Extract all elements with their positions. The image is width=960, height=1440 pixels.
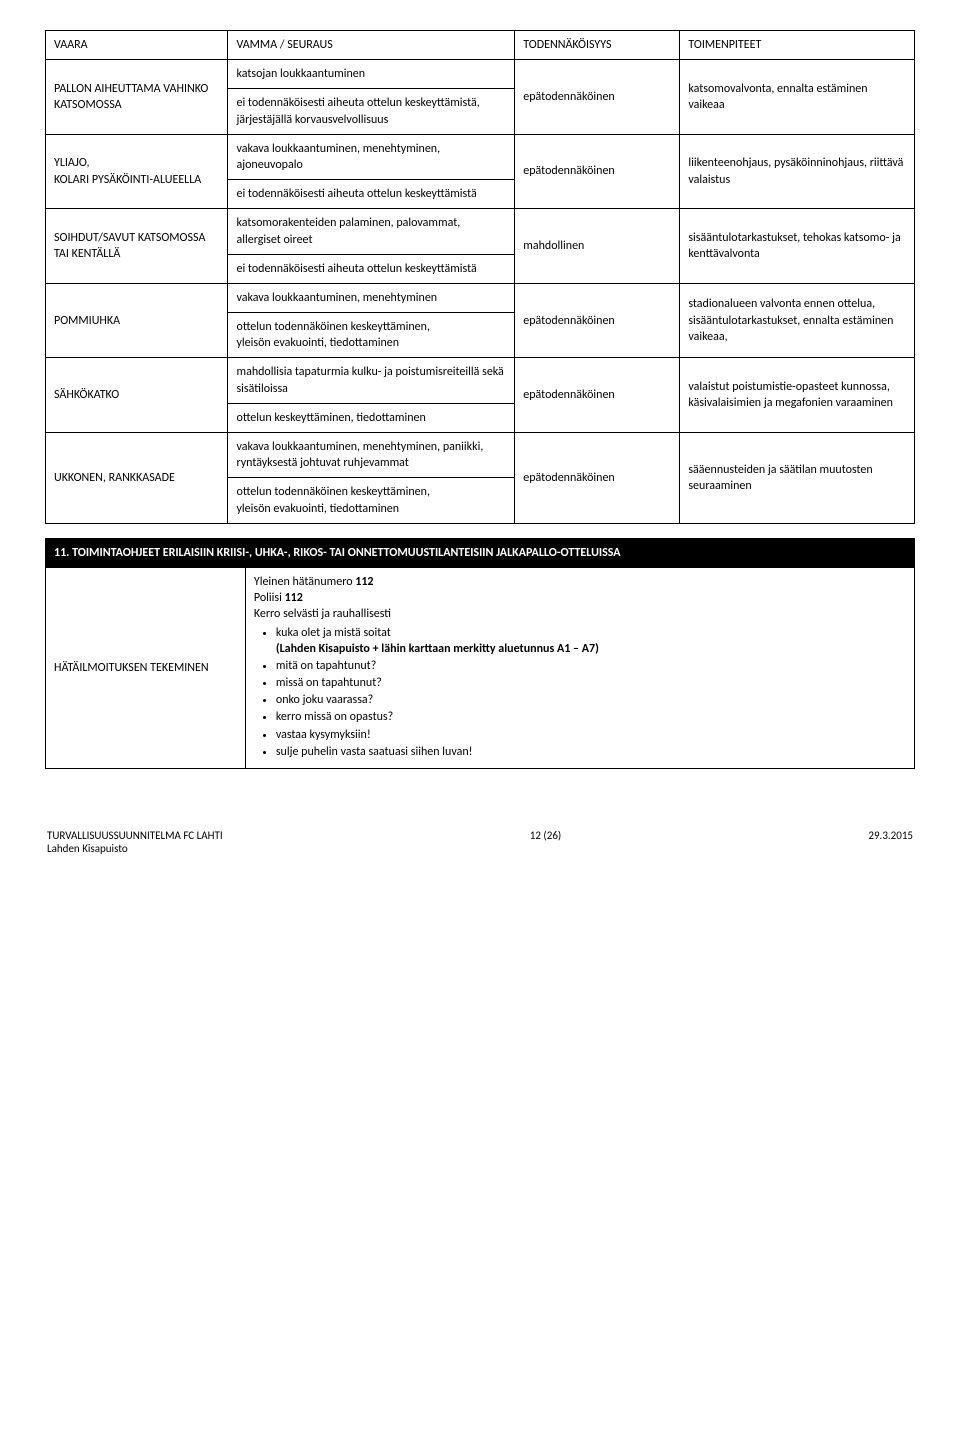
probability-cell: mahdollinen bbox=[515, 209, 680, 284]
probability-cell: epätodennäköinen bbox=[515, 433, 680, 524]
table-row: SÄHKÖKATKO mahdollisia tapaturmia kulku-… bbox=[46, 358, 915, 403]
sub-label: HÄTÄILMOITUKSEN TEKEMINEN bbox=[46, 567, 246, 768]
text: Yleinen hätänumero bbox=[254, 575, 355, 589]
probability-cell: epätodennäköinen bbox=[515, 134, 680, 209]
list-item: onko joku vaarassa? bbox=[276, 692, 906, 708]
section-table: 11. TOIMINTAOHJEET ERILAISIIN KRIISI-, U… bbox=[45, 538, 915, 769]
instruction-list: kuka olet ja mistä soitat (Lahden Kisapu… bbox=[254, 625, 906, 761]
table-row: YLIAJO, KOLARI PYSÄKÖINTI-ALUEELLA vakav… bbox=[46, 134, 915, 179]
footer-subtitle: Lahden Kisapuisto bbox=[47, 842, 223, 855]
list-item: vastaa kysymyksiin! bbox=[276, 727, 906, 743]
consequence-cell: ei todennäköisesti aiheuta ottelun keske… bbox=[228, 254, 515, 283]
action-cell: stadionalueen valvonta ennen ottelua, si… bbox=[680, 283, 915, 358]
police-number: 112 bbox=[285, 591, 303, 605]
header-c1: VAARA bbox=[46, 31, 228, 60]
section-header-row: 11. TOIMINTAOHJEET ERILAISIIN KRIISI-, U… bbox=[46, 538, 915, 567]
hazard-cell: POMMIUHKA bbox=[46, 283, 228, 358]
emergency-line: Yleinen hätänumero 112 bbox=[254, 574, 906, 590]
hazard-cell: PALLON AIHEUTTAMA VAHINKO KATSOMOSSA bbox=[46, 60, 228, 135]
consequence-cell: ottelun keskeyttäminen, tiedottaminen bbox=[228, 403, 515, 432]
table-row: PALLON AIHEUTTAMA VAHINKO KATSOMOSSA kat… bbox=[46, 60, 915, 89]
header-c2: VAMMA / SEURAUS bbox=[228, 31, 515, 60]
probability-cell: epätodennäköinen bbox=[515, 283, 680, 358]
consequence-cell: katsojan loukkaantuminen bbox=[228, 60, 515, 89]
footer-left: TURVALLISUUSSUUNNITELMA FC LAHTI Lahden … bbox=[47, 829, 223, 855]
consequence-cell: mahdollisia tapaturmia kulku- ja poistum… bbox=[228, 358, 515, 403]
action-cell: valaistut poistumistie-opasteet kunnossa… bbox=[680, 358, 915, 433]
emergency-number: 112 bbox=[355, 575, 373, 589]
footer-title: TURVALLISUUSSUUNNITELMA FC LAHTI bbox=[47, 829, 223, 842]
sub-row: HÄTÄILMOITUKSEN TEKEMINEN Yleinen hätänu… bbox=[46, 567, 915, 768]
police-line: Poliisi 112 bbox=[254, 590, 906, 606]
hazard-cell: UKKONEN, RANKKASADE bbox=[46, 433, 228, 524]
list-item: kuka olet ja mistä soitat (Lahden Kisapu… bbox=[276, 625, 906, 657]
action-cell: katsomovalvonta, ennalta estäminen vaike… bbox=[680, 60, 915, 135]
hazard-cell: YLIAJO, KOLARI PYSÄKÖINTI-ALUEELLA bbox=[46, 134, 228, 209]
intro-line: Kerro selvästi ja rauhallisesti bbox=[254, 606, 906, 622]
text: kuka olet ja mistä soitat bbox=[276, 626, 391, 640]
consequence-cell: ei todennäköisesti aiheuta ottelun keske… bbox=[228, 180, 515, 209]
header-row: VAARA VAMMA / SEURAUS TODENNÄKÖISYYS TOI… bbox=[46, 31, 915, 60]
action-cell: sääennusteiden ja säätilan muutosten seu… bbox=[680, 433, 915, 524]
risk-table: VAARA VAMMA / SEURAUS TODENNÄKÖISYYS TOI… bbox=[45, 30, 915, 524]
section-title: 11. TOIMINTAOHJEET ERILAISIIN KRIISI-, U… bbox=[46, 538, 915, 567]
action-cell: sisääntulotarkastukset, tehokas katsomo-… bbox=[680, 209, 915, 284]
consequence-cell: ottelun todennäköinen keskeyttäminen, yl… bbox=[228, 478, 515, 523]
probability-cell: epätodennäköinen bbox=[515, 358, 680, 433]
header-c3: TODENNÄKÖISYYS bbox=[515, 31, 680, 60]
consequence-cell: vakava loukkaantuminen, menehtyminen, aj… bbox=[228, 134, 515, 179]
location-bold: (Lahden Kisapuisto + lähin karttaan merk… bbox=[276, 642, 599, 656]
action-cell: liikenteenohjaus, pysäköinninohjaus, rii… bbox=[680, 134, 915, 209]
text: Poliisi bbox=[254, 591, 285, 605]
page-footer: TURVALLISUUSSUUNNITELMA FC LAHTI Lahden … bbox=[45, 829, 915, 855]
table-row: UKKONEN, RANKKASADE vakava loukkaantumin… bbox=[46, 433, 915, 478]
list-item: kerro missä on opastus? bbox=[276, 709, 906, 725]
table-row: POMMIUHKA vakava loukkaantuminen, meneht… bbox=[46, 283, 915, 312]
consequence-cell: vakava loukkaantuminen, menehtyminen, pa… bbox=[228, 433, 515, 478]
list-item: mitä on tapahtunut? bbox=[276, 658, 906, 674]
list-item: missä on tapahtunut? bbox=[276, 675, 906, 691]
table-row: SOIHDUT/SAVUT KATSOMOSSA TAI KENTÄLLÄ ka… bbox=[46, 209, 915, 254]
list-item: sulje puhelin vasta saatuasi siihen luva… bbox=[276, 744, 906, 760]
footer-date: 29.3.2015 bbox=[868, 829, 913, 855]
sub-content: Yleinen hätänumero 112 Poliisi 112 Kerro… bbox=[245, 567, 914, 768]
probability-cell: epätodennäköinen bbox=[515, 60, 680, 135]
hazard-cell: SOIHDUT/SAVUT KATSOMOSSA TAI KENTÄLLÄ bbox=[46, 209, 228, 284]
header-c4: TOIMENPITEET bbox=[680, 31, 915, 60]
footer-page-number: 12 (26) bbox=[223, 829, 869, 855]
consequence-cell: ei todennäköisesti aiheuta ottelun keske… bbox=[228, 89, 515, 134]
hazard-cell: SÄHKÖKATKO bbox=[46, 358, 228, 433]
consequence-cell: katsomorakenteiden palaminen, palovammat… bbox=[228, 209, 515, 254]
consequence-cell: vakava loukkaantuminen, menehtyminen bbox=[228, 283, 515, 312]
consequence-cell: ottelun todennäköinen keskeyttäminen, yl… bbox=[228, 313, 515, 358]
